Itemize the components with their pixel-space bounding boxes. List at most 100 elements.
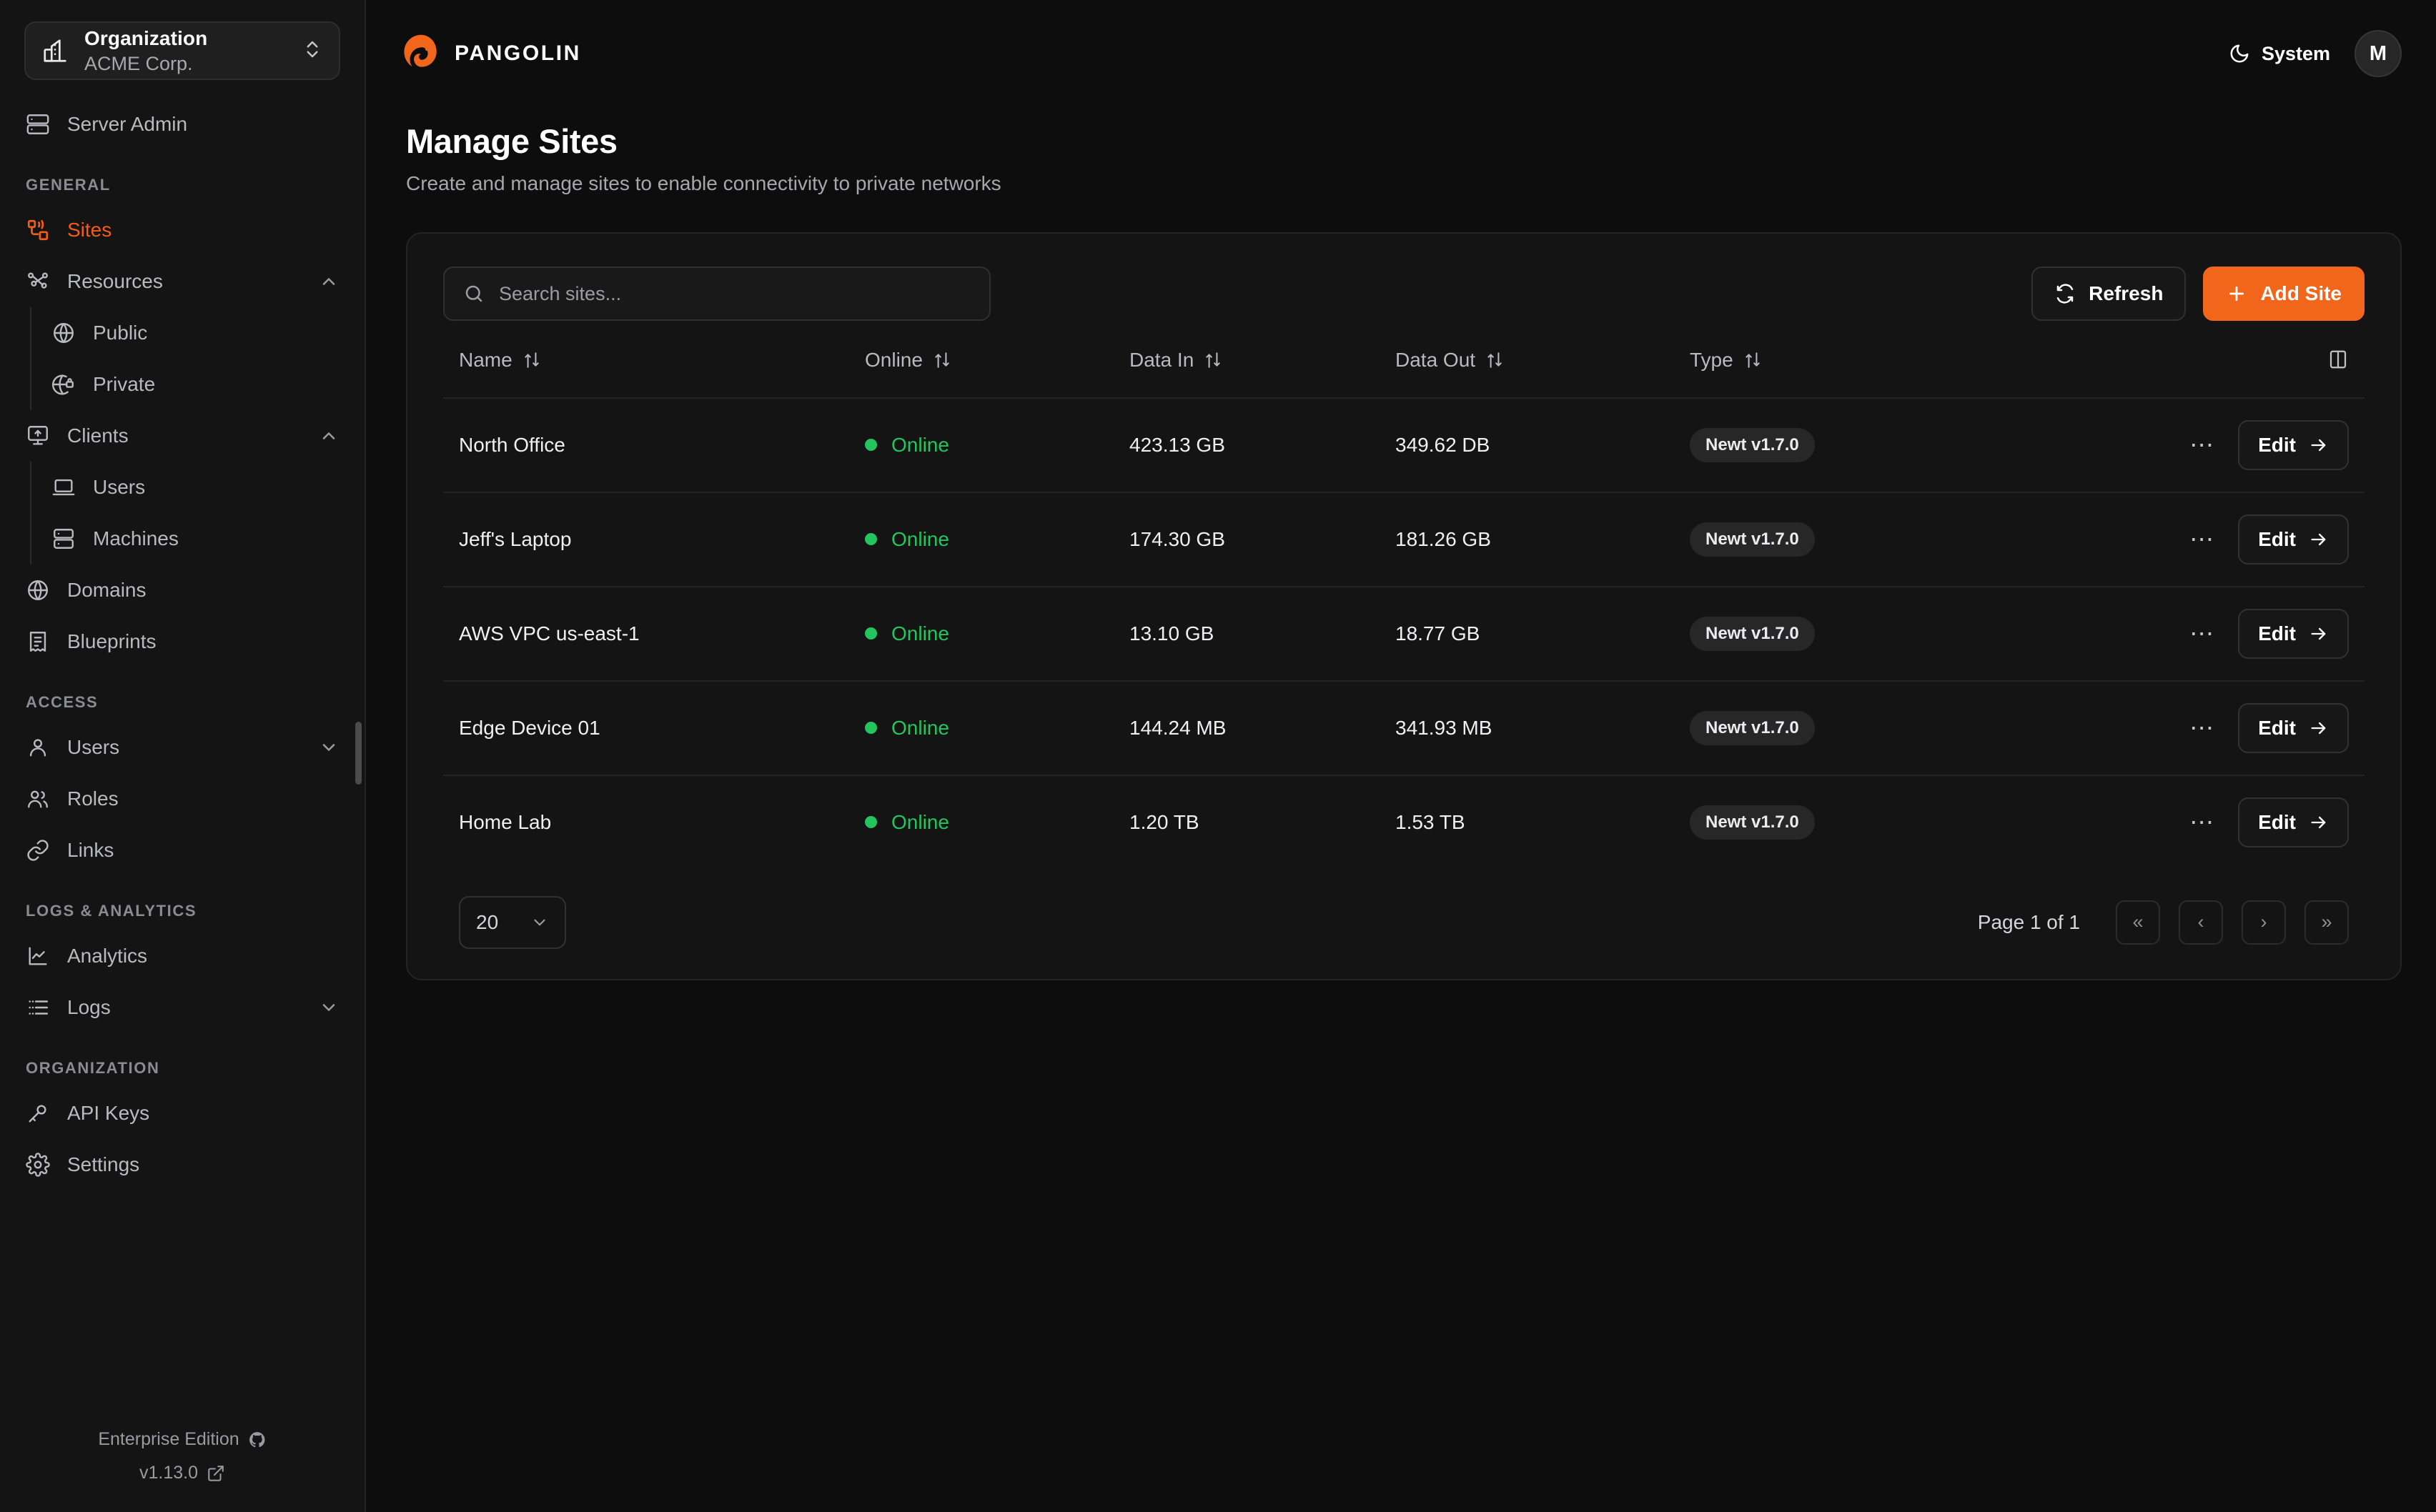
cell-name: North Office — [459, 433, 565, 456]
sidebar-item-users-clients[interactable]: Users — [37, 462, 353, 513]
last-page-button[interactable]: » — [2304, 900, 2349, 945]
sidebar-item-clients[interactable]: Clients — [11, 410, 353, 462]
sites-table: Name Online Data In — [443, 348, 2365, 869]
next-page-button[interactable]: › — [2242, 900, 2286, 945]
sidebar-item-label: Roles — [67, 787, 119, 810]
edition-row[interactable]: Enterprise Edition — [0, 1429, 365, 1450]
sidebar-item-machines[interactable]: Machines — [37, 513, 353, 564]
ellipsis-icon[interactable]: ⋯ — [2189, 620, 2216, 647]
cell-type: Newt v1.7.0 — [1690, 681, 2061, 775]
edit-label: Edit — [2258, 622, 2296, 645]
arrow-right-icon — [2309, 624, 2329, 644]
sort-icon — [1743, 351, 1762, 369]
refresh-button[interactable]: Refresh — [2031, 267, 2187, 321]
org-name: ACME Corp. — [84, 52, 193, 74]
ellipsis-icon[interactable]: ⋯ — [2189, 714, 2216, 742]
column-header-data-in[interactable]: Data In — [1129, 348, 1395, 398]
org-switcher[interactable]: Organization ACME Corp. — [24, 21, 340, 80]
sort-icon — [1204, 351, 1222, 369]
ellipsis-icon[interactable]: ⋯ — [2189, 431, 2216, 459]
page-size-select[interactable]: 20 — [459, 895, 566, 949]
chevron-down-icon[interactable] — [319, 998, 339, 1018]
table-body: North Office Online 423.13 GB 349.62 DB … — [443, 397, 2365, 869]
edit-button[interactable]: Edit — [2238, 608, 2349, 659]
cell-type: Newt v1.7.0 — [1690, 492, 2061, 587]
sidebar-item-analytics[interactable]: Analytics — [11, 930, 353, 982]
building-icon — [41, 37, 69, 64]
ellipsis-icon[interactable]: ⋯ — [2189, 525, 2216, 553]
sites-icon — [26, 218, 50, 242]
column-header-type[interactable]: Type — [1690, 348, 2061, 398]
sidebar-item-label: Analytics — [67, 945, 148, 967]
search-box[interactable] — [443, 267, 991, 321]
brand-wordmark: PANGOLIN — [455, 41, 581, 65]
chevron-down-icon[interactable] — [319, 737, 339, 757]
sidebar-item-resources[interactable]: Resources — [11, 256, 353, 307]
version-row[interactable]: v1.13.0 — [0, 1463, 365, 1483]
chevron-down-icon — [530, 913, 549, 932]
cell-actions: ⋯ Edit — [2061, 492, 2365, 587]
sidebar-item-blueprints[interactable]: Blueprints — [11, 616, 353, 667]
column-header-name[interactable]: Name — [443, 348, 865, 398]
status-badge: Online — [891, 527, 949, 550]
table-row[interactable]: AWS VPC us-east-1 Online 13.10 GB 18.77 … — [443, 586, 2365, 681]
edit-button[interactable]: Edit — [2238, 797, 2349, 847]
cell-type: Newt v1.7.0 — [1690, 775, 2061, 869]
monitor-up-icon — [26, 424, 50, 448]
columns-icon[interactable] — [2327, 349, 2349, 373]
sidebar-item-private[interactable]: Private — [37, 359, 353, 410]
column-label: Type — [1690, 349, 1733, 372]
column-header-online[interactable]: Online — [865, 348, 1129, 398]
table-row[interactable]: Home Lab Online 1.20 TB 1.53 TB Newt v1.… — [443, 775, 2365, 869]
edit-button[interactable]: Edit — [2238, 514, 2349, 564]
type-badge: Newt v1.7.0 — [1690, 805, 1815, 840]
sidebar-item-label: Settings — [67, 1153, 140, 1175]
sidebar-item-label: Public — [93, 322, 148, 344]
edit-button[interactable]: Edit — [2238, 419, 2349, 470]
sidebar-item-users[interactable]: Users — [11, 722, 353, 773]
edit-button[interactable]: Edit — [2238, 702, 2349, 753]
receipt-icon — [26, 630, 50, 654]
chevron-up-icon[interactable] — [319, 426, 339, 446]
page-size-value: 20 — [476, 910, 499, 933]
sidebar-item-public[interactable]: Public — [37, 307, 353, 359]
table-toolbar: Refresh Add Site — [443, 267, 2365, 321]
sidebar-section-general: GENERAL — [26, 176, 111, 194]
column-header-actions — [2061, 348, 2365, 398]
sidebar-item-server-admin[interactable]: Server Admin — [11, 99, 353, 150]
chevron-up-icon[interactable] — [319, 272, 339, 292]
table-row[interactable]: Edge Device 01 Online 144.24 MB 341.93 M… — [443, 680, 2365, 775]
cell-name: Home Lab — [459, 810, 552, 833]
pagination: 20 Page 1 of 1 « ‹ › » — [443, 895, 2365, 949]
arrow-right-icon — [2309, 812, 2329, 832]
sidebar-subgroup-resources: Public Private — [30, 307, 365, 410]
sidebar-item-sites[interactable]: Sites — [11, 204, 353, 256]
cell-name: Edge Device 01 — [459, 716, 600, 739]
sidebar-item-label: Links — [67, 839, 114, 861]
theme-toggle-button[interactable]: System — [2229, 43, 2330, 65]
sidebar-item-logs[interactable]: Logs — [11, 982, 353, 1033]
sidebar-scrollbar-thumb[interactable] — [355, 722, 362, 785]
sidebar-item-settings[interactable]: Settings — [11, 1139, 353, 1190]
ellipsis-icon[interactable]: ⋯ — [2189, 808, 2216, 836]
cell-name: Jeff's Laptop — [459, 527, 572, 550]
add-site-button[interactable]: Add Site — [2203, 267, 2365, 321]
sidebar-item-links[interactable]: Links — [11, 825, 353, 876]
status-badge: Online — [891, 433, 949, 456]
column-header-data-out[interactable]: Data Out — [1395, 348, 1690, 398]
prev-page-button[interactable]: ‹ — [2179, 900, 2223, 945]
table-row[interactable]: North Office Online 423.13 GB 349.62 DB … — [443, 397, 2365, 492]
sidebar-item-domains[interactable]: Domains — [11, 564, 353, 616]
first-page-button[interactable]: « — [2116, 900, 2160, 945]
search-input[interactable] — [499, 282, 971, 305]
sidebar-item-roles[interactable]: Roles — [11, 773, 353, 825]
type-badge: Newt v1.7.0 — [1690, 710, 1815, 745]
avatar[interactable]: M — [2355, 30, 2402, 77]
sidebar-item-api-keys[interactable]: API Keys — [11, 1088, 353, 1139]
sidebar-item-label: API Keys — [67, 1102, 150, 1124]
brand[interactable]: PANGOLIN — [400, 33, 581, 74]
column-label: Data Out — [1395, 349, 1476, 372]
cell-data-in: 144.24 MB — [1129, 716, 1227, 739]
table-row[interactable]: Jeff's Laptop Online 174.30 GB 181.26 GB… — [443, 492, 2365, 587]
globe-icon — [26, 578, 50, 602]
